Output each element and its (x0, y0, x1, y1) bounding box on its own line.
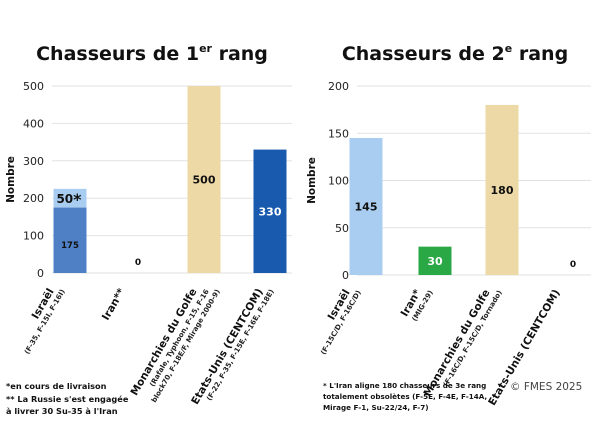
chart2-bar (349, 137, 383, 275)
chart1-ylabel: Nombre (5, 156, 17, 203)
chart1-ytick-label: 300 (23, 155, 44, 168)
footnote-right-1: * L'Iran aligne 180 chasseurs de 3e rang (323, 381, 487, 390)
chart1-data-label: 0 (135, 258, 141, 268)
chart1-data-label: 50* (56, 190, 82, 209)
chart2-bar (418, 246, 452, 275)
chart2-ytick-label: 50 (335, 222, 349, 235)
chart2-bar (485, 104, 519, 276)
chart1-bar (53, 188, 87, 208)
chart1-ytick-label: 400 (23, 117, 44, 130)
chart1-data-label: 500 (193, 174, 216, 187)
footnote-left-2: ** La Russie s'est engagée (6, 394, 129, 404)
chart2-ytick-label: 200 (328, 80, 349, 93)
chart2-data-label: 180 (491, 184, 514, 197)
chart1-bar (53, 207, 87, 273)
chart2-data-label: 145 (355, 200, 378, 213)
chart1-title: Chasseurs de 1er rang (36, 42, 268, 65)
chart2-ytick-label: 100 (328, 175, 349, 188)
chart1-category-label: Iran** (100, 286, 128, 322)
chart2-ytick-label: 0 (342, 269, 349, 282)
chart2-group: Chasseurs de 2e rang 0 50 100 150 200 Nombre 14… (306, 42, 591, 408)
chart1-category-sublabel: (F-22, F-35, F-15E, F-16E, F-18E) (205, 288, 276, 402)
chart1-data-label: 175 (61, 241, 79, 251)
chart1-ytick-label: 200 (23, 192, 44, 205)
chart2-data-label: 0 (570, 260, 576, 270)
footnote-left-3: à livrer 30 Su-35 à l'Iran (6, 406, 118, 416)
chart2-ytick-label: 150 (328, 127, 349, 140)
chart1-bar (187, 86, 221, 273)
chart1-bar (253, 149, 287, 273)
chart1-ytick-label: 100 (23, 230, 44, 243)
chart1-group: Chasseurs de 1er rang 0 100 200 300 400 500 Nom… (5, 42, 292, 407)
credit-fmes: © FMES 2025 (510, 381, 583, 393)
chart2-ylabel: Nombre (306, 157, 318, 204)
chart1-ytick-label: 0 (37, 267, 44, 280)
chart1-data-label: 330 (259, 205, 282, 218)
chart1-ytick-label: 500 (23, 80, 44, 93)
chart2-data-label: 30 (427, 255, 443, 268)
footnote-right-3: Mirage F-1, Su-22/24, F-7) (323, 403, 429, 412)
footnote-right-2: totalement obsolètes (F-5E, F-4E, F-14A, (323, 392, 488, 401)
chart2-title: Chasseurs de 2e rang (342, 42, 568, 65)
footnote-left-1: *en cours de livraison (6, 381, 107, 391)
